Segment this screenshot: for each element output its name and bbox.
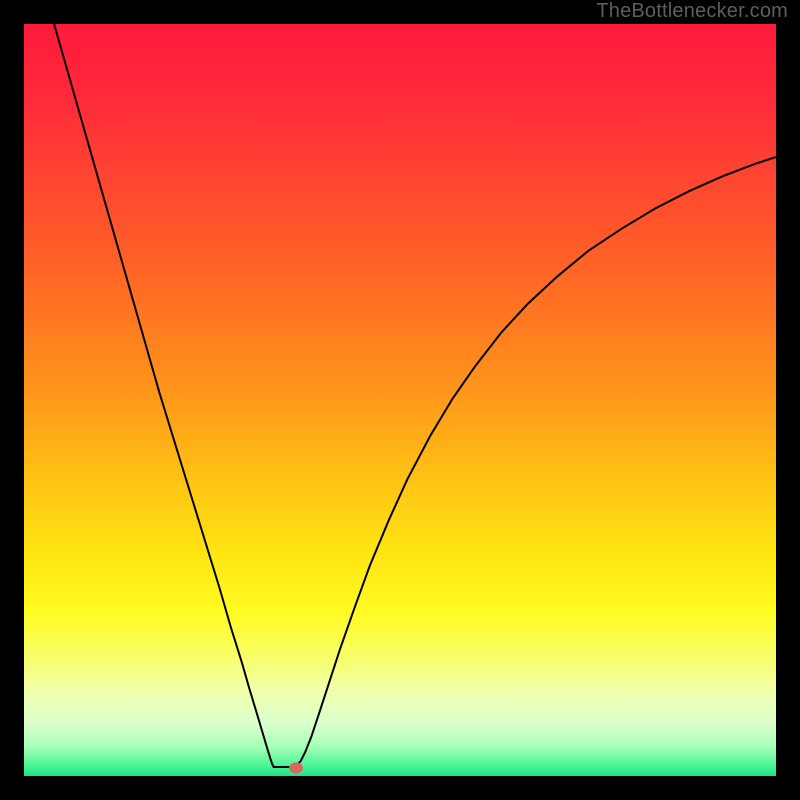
chart-frame: TheBottlenecker.com [0,0,800,800]
plot-area [24,24,776,776]
bottleneck-curve [24,24,776,776]
attribution-text: TheBottlenecker.com [596,0,788,23]
optimal-point-marker [289,762,303,773]
